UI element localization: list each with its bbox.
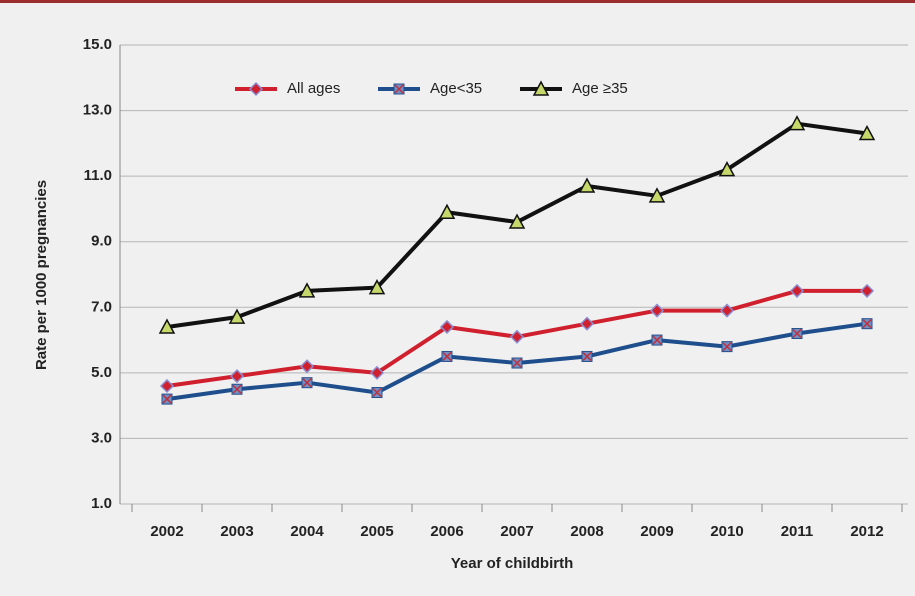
point [248,81,264,97]
x-tick-label: 2012 [850,523,883,540]
x-tick-label: 2008 [570,523,603,540]
y-tick-label: 13.0 [83,102,112,119]
legend-label: All ages [287,80,340,97]
y-tick-label: 5.0 [91,364,112,381]
top-border [0,0,915,3]
y-tick-label: 15.0 [83,36,112,53]
point [509,329,525,344]
point [158,318,176,334]
point [369,365,385,380]
point [648,187,666,203]
legend-label: Age ≥35 [572,80,628,97]
y-tick-label: 11.0 [84,167,112,184]
x-tick-label: 2006 [430,523,463,540]
x-tick-label: 2010 [710,523,743,540]
point [439,319,455,335]
point [788,115,806,131]
x-tick-label: 2007 [500,523,533,540]
x-tick-label: 2004 [290,523,324,540]
point [859,283,875,298]
legend-label: Age<35 [430,80,482,97]
point [511,357,523,369]
point [718,161,736,177]
y-tick-label: 9.0 [91,233,112,250]
point [532,80,550,96]
point [651,334,663,346]
point [721,341,733,353]
x-tick-label: 2003 [220,523,253,540]
point [231,383,243,395]
point [719,303,735,318]
x-tick-label: 2002 [150,523,183,540]
point [441,350,453,362]
point [581,350,593,362]
point [438,203,456,219]
point [791,328,803,340]
point [228,308,246,324]
point [649,303,665,318]
y-tick-label: 7.0 [91,298,112,315]
y-tick-label: 1.0 [91,495,112,512]
y-tick-label: 3.0 [91,429,112,446]
point [159,378,175,394]
point [393,83,405,95]
point [301,377,313,389]
y-axis-title: Rate per 1000 pregnancies [33,180,50,370]
x-tick-label: 2005 [360,523,393,540]
point [579,316,595,331]
point [298,282,316,298]
point [371,387,383,399]
x-axis-title: Year of childbirth [451,555,574,572]
x-tick-label: 2011 [781,523,814,540]
point [861,318,873,330]
point [229,369,245,384]
x-tick-label: 2009 [640,523,673,540]
point [508,213,526,229]
point [578,177,596,193]
point [858,124,876,141]
point [299,359,315,374]
point [789,283,805,298]
point [368,279,386,295]
point [161,393,173,405]
